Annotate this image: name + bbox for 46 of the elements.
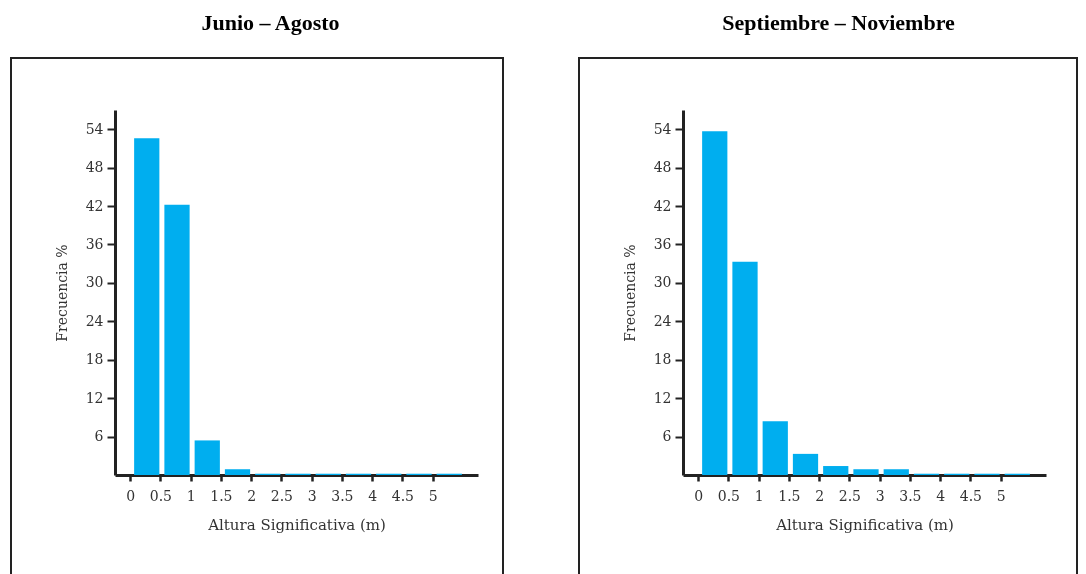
y-tick-label: 18 [85, 351, 104, 368]
y-tick-label: 24 [653, 312, 672, 329]
y-axis-title: Frecuencia % [621, 244, 638, 342]
y-tick-label: 18 [653, 351, 672, 368]
y-tick-label: 12 [653, 389, 672, 406]
x-tick-label: 1 [186, 487, 196, 504]
y-tick-label: 36 [653, 235, 672, 252]
x-tick-label: 1 [754, 487, 764, 504]
x-tick-label: 3 [875, 487, 885, 504]
x-tick-label: 4 [936, 487, 946, 504]
x-tick-label: 1.5 [210, 487, 233, 504]
x-tick-label: 1.5 [778, 487, 801, 504]
y-tick-label: 42 [653, 197, 672, 214]
y-tick-label: 12 [85, 389, 104, 406]
x-tick-label: 5 [428, 487, 438, 504]
x-tick-label: 4 [368, 487, 378, 504]
x-tick-label: 3 [307, 487, 317, 504]
x-tick-label: 4.5 [391, 487, 415, 504]
y-tick-label: 42 [85, 197, 104, 214]
x-tick-label: 2.5 [838, 487, 862, 504]
y-tick-label: 54 [85, 120, 104, 137]
x-axis-title: Altura Significativa (m) [775, 515, 954, 534]
y-tick-label: 54 [653, 120, 672, 137]
x-axis-title: Altura Significativa (m) [207, 515, 386, 534]
x-tick-label: 0 [126, 487, 136, 504]
chart-title: Septiembre – Noviembre [722, 10, 956, 35]
x-tick-label: 0.5 [149, 487, 173, 504]
x-tick-label: 4.5 [959, 487, 983, 504]
y-tick-label: 30 [85, 274, 104, 291]
x-tick-label: 2 [815, 487, 825, 504]
y-tick-label: 24 [85, 312, 104, 329]
y-tick-label: 36 [85, 235, 104, 252]
y-tick-label: 30 [653, 274, 672, 291]
x-tick-label: 3.5 [899, 487, 922, 504]
y-tick-label: 6 [662, 428, 672, 445]
y-tick-label: 6 [94, 428, 104, 445]
x-tick-label: 2.5 [270, 487, 294, 504]
x-tick-label: 0.5 [717, 487, 741, 504]
x-tick-label: 3.5 [331, 487, 354, 504]
y-tick-label: 48 [85, 159, 104, 176]
x-tick-label: 2 [247, 487, 257, 504]
y-tick-label: 48 [653, 159, 672, 176]
chart-title: Junio – Agosto [201, 10, 340, 35]
x-tick-label: 5 [996, 487, 1006, 504]
y-axis-title: Frecuencia % [53, 244, 70, 342]
x-tick-label: 0 [694, 487, 704, 504]
